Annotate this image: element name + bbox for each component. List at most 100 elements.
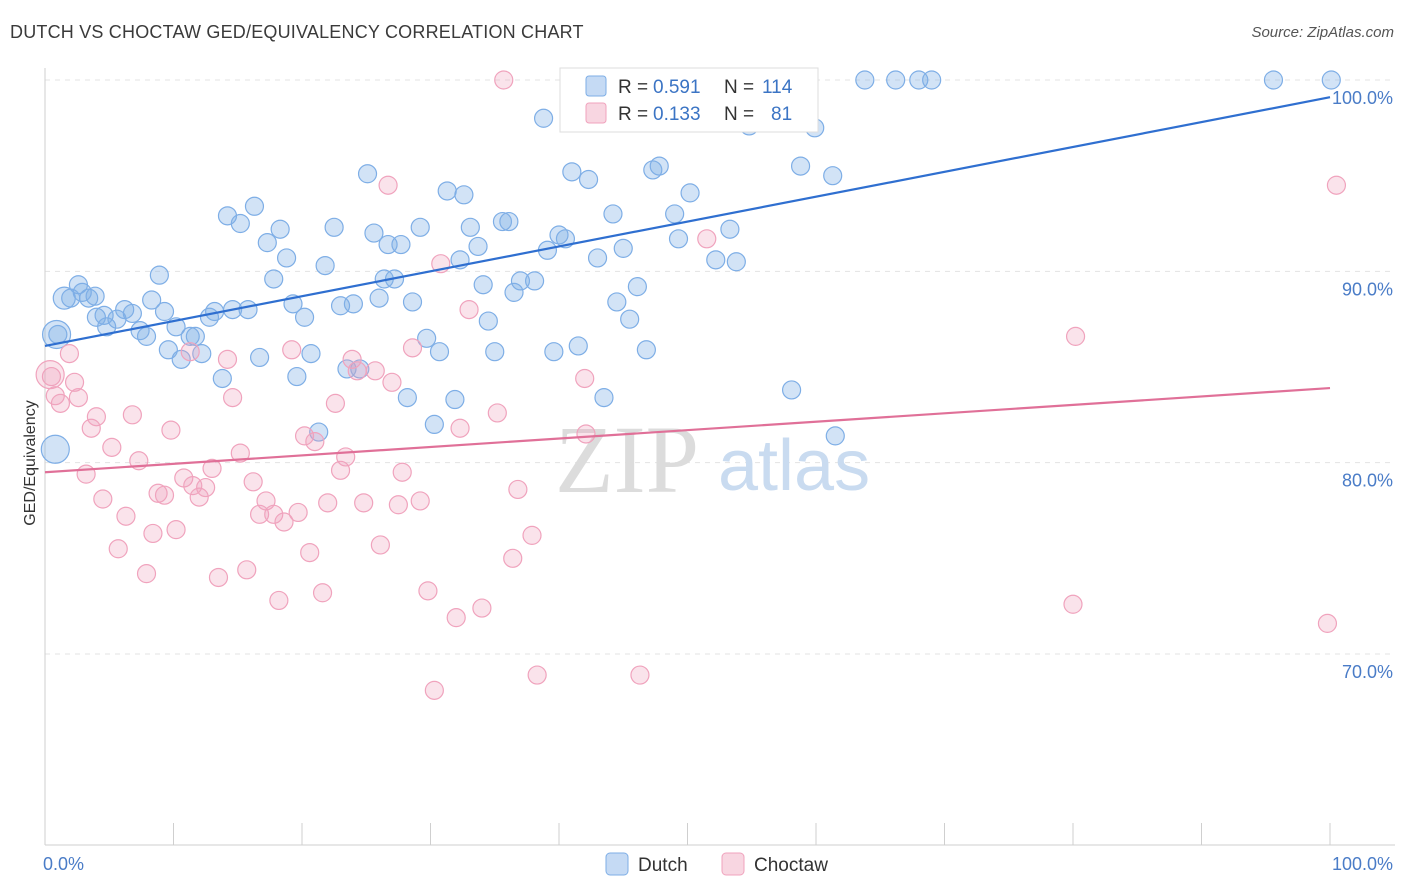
data-point-choctaw: [223, 388, 243, 408]
data-point-dutch: [649, 156, 669, 176]
data-point-dutch: [726, 252, 746, 272]
x-tick-label: 0.0%: [43, 854, 84, 874]
data-point-dutch: [417, 328, 437, 348]
data-point-choctaw: [136, 564, 157, 584]
data-point-dutch: [397, 388, 417, 408]
data-point-choctaw: [347, 361, 367, 381]
data-point-dutch: [244, 196, 265, 216]
data-point-dutch: [603, 204, 623, 224]
data-point-dutch: [594, 388, 614, 408]
data-point-dutch: [485, 342, 505, 362]
data-point-dutch: [402, 292, 423, 312]
data-point-dutch: [270, 219, 290, 239]
data-point-choctaw: [264, 504, 284, 524]
data-point-dutch: [562, 162, 582, 182]
data-point-dutch: [1321, 70, 1341, 90]
y-tick-label: 90.0%: [1342, 279, 1393, 299]
data-point-dutch: [781, 380, 802, 400]
data-point-choctaw: [50, 393, 71, 413]
data-point-choctaw: [282, 340, 302, 360]
data-point-dutch: [437, 181, 457, 201]
data-point-dutch: [665, 204, 685, 224]
data-point-dutch: [149, 265, 169, 285]
y-tick-label: 100.0%: [1332, 88, 1393, 108]
data-point-dutch: [301, 344, 321, 364]
data-point-dutch: [460, 217, 480, 237]
data-point-choctaw: [76, 464, 96, 484]
data-point-choctaw: [576, 424, 596, 444]
data-point-dutch: [568, 336, 588, 356]
data-point-choctaw: [342, 349, 362, 369]
data-point-choctaw: [325, 393, 346, 413]
data-point-dutch: [249, 347, 270, 368]
data-point-dutch: [154, 301, 175, 322]
data-point-dutch: [212, 368, 232, 389]
data-point-choctaw: [68, 388, 89, 408]
x-tick-label: 100.0%: [1332, 854, 1393, 874]
data-point-choctaw: [300, 542, 320, 563]
watermark-zip: ZIP: [555, 406, 699, 513]
watermark-atlas: atlas: [718, 426, 870, 506]
data-point-choctaw: [575, 368, 595, 389]
data-point-choctaw: [166, 520, 186, 540]
data-point-choctaw: [522, 525, 542, 545]
data-point-dutch: [142, 290, 162, 310]
data-point-choctaw: [180, 342, 200, 362]
data-point-dutch: [324, 217, 344, 237]
bottom-legend-swatch-choctaw: [721, 852, 745, 876]
data-point-dutch: [510, 271, 531, 291]
legend-n-value-choctaw: 81: [771, 104, 792, 125]
data-point-choctaw: [450, 418, 470, 438]
data-point-dutch: [309, 422, 329, 442]
data-point-choctaw: [312, 583, 333, 603]
data-point-dutch: [1263, 70, 1284, 90]
data-point-dutch: [627, 277, 647, 297]
data-point-choctaw: [288, 502, 308, 523]
data-point-dutch: [238, 300, 258, 320]
tick-labels: 70.0% 80.0% 90.0% 100.0% 0.0% 100.0%: [43, 88, 1393, 874]
data-point-dutch: [264, 269, 284, 289]
data-point-choctaw: [630, 665, 650, 685]
data-point-choctaw: [189, 487, 209, 507]
data-point-choctaw: [161, 420, 181, 440]
data-point-dutch: [668, 229, 689, 249]
legend-n-label-choctaw: N =: [724, 104, 754, 125]
trend-lines: [44, 96, 1331, 474]
trend-line-choctaw: [44, 386, 1331, 474]
data-point-dutch-large: [52, 286, 76, 310]
data-point-choctaw: [274, 512, 294, 532]
data-point-choctaw: [494, 70, 514, 90]
data-point-dutch: [429, 342, 450, 362]
data-point-dutch: [544, 342, 564, 362]
data-point-dutch: [97, 317, 117, 337]
chart-source: Source: ZipAtlas.com: [1251, 24, 1394, 41]
data-point-dutch: [524, 271, 545, 291]
data-point-choctaw: [86, 407, 107, 427]
data-point-dutch: [720, 219, 740, 239]
bottom-legend-label-choctaw: Choctaw: [754, 855, 828, 876]
y-tick-label: 80.0%: [1342, 471, 1393, 491]
data-point-choctaw: [305, 432, 325, 452]
data-point-choctaw: [527, 665, 547, 685]
data-point-choctaw: [1063, 594, 1083, 614]
legend-r-label-choctaw: R =: [618, 104, 648, 125]
data-point-dutch: [294, 307, 315, 327]
data-point-choctaw: [370, 535, 390, 555]
bottom-legend-swatch-dutch: [605, 852, 629, 876]
data-point-choctaw: [81, 418, 101, 438]
data-point-choctaw: [503, 548, 523, 568]
data-point-choctaw: [382, 372, 402, 392]
data-point-dutch: [276, 248, 297, 268]
data-point-choctaw: [64, 372, 85, 392]
data-point-dutch: [158, 340, 178, 360]
data-point-dutch: [230, 213, 250, 234]
data-point-dutch: [613, 238, 633, 258]
data-point-choctaw: [154, 485, 175, 505]
data-point-choctaw: [365, 361, 385, 381]
data-point-choctaw: [418, 581, 438, 601]
data-point-choctaw: [1065, 326, 1086, 346]
data-point-choctaw: [243, 472, 263, 492]
data-point-dutch: [922, 70, 942, 90]
legend-r-value-choctaw: 0.133: [653, 104, 701, 125]
